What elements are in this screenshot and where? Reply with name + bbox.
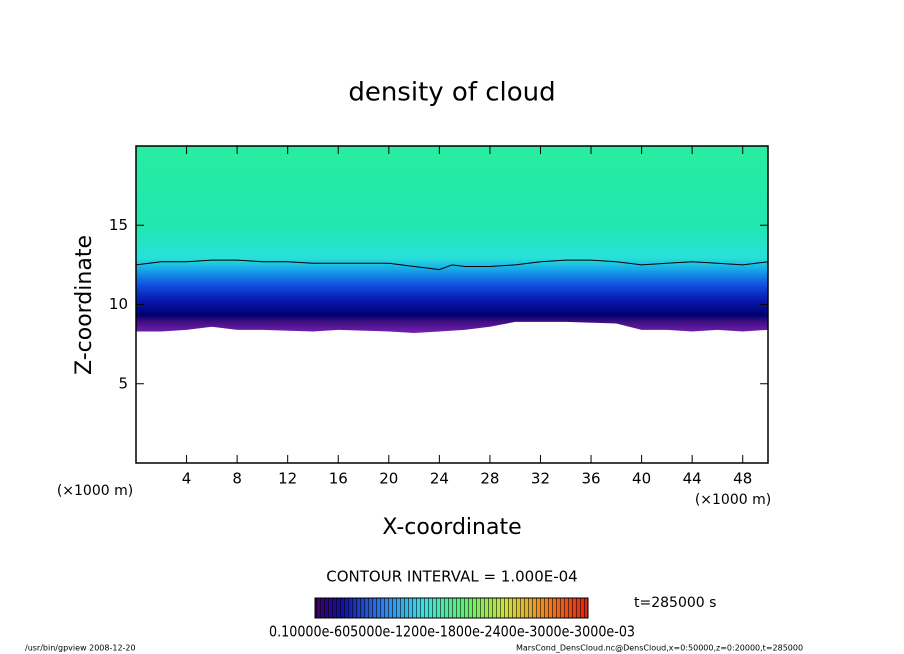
cloud-field — [136, 146, 768, 334]
chart-title: density of cloud — [348, 78, 555, 108]
x-unit-label: (×1000 m) — [695, 492, 771, 508]
time-label: t=285000 s — [634, 595, 716, 611]
x-tick-label: 12 — [278, 470, 297, 488]
y-axis-label: Z-coordinate — [72, 235, 97, 375]
x-tick-label: 28 — [480, 470, 499, 488]
y-tick-label: 5 — [118, 374, 128, 392]
colorbar-labels: 0.10000e-605000e-1200e-1800e-2400e-3000e… — [269, 623, 635, 641]
y-tick-label: 10 — [109, 295, 128, 313]
x-tick-label: 44 — [683, 470, 702, 488]
x-unit-label: (×1000 m) — [57, 483, 133, 499]
x-tick-label: 8 — [232, 470, 242, 488]
footer-right: MarsCond_DensCloud.nc@DensCloud,x=0:5000… — [516, 644, 803, 653]
footer-left: /usr/bin/gpview 2008-12-20 — [25, 644, 136, 653]
x-tick-label: 32 — [531, 470, 550, 488]
y-tick-label: 15 — [109, 216, 128, 234]
contour-line — [135, 259, 769, 271]
x-tick-label: 16 — [329, 470, 348, 488]
x-tick-label: 20 — [379, 470, 398, 488]
x-tick-label: 40 — [632, 470, 651, 488]
x-tick-label: 48 — [733, 470, 752, 488]
x-tick-label: 4 — [182, 470, 192, 488]
x-tick-label: 36 — [581, 470, 600, 488]
colorbar-stripes — [315, 598, 588, 618]
contour-interval: CONTOUR INTERVAL = 1.000E-04 — [326, 568, 577, 586]
x-axis-label: X-coordinate — [382, 515, 521, 540]
x-tick-label: 24 — [430, 470, 449, 488]
